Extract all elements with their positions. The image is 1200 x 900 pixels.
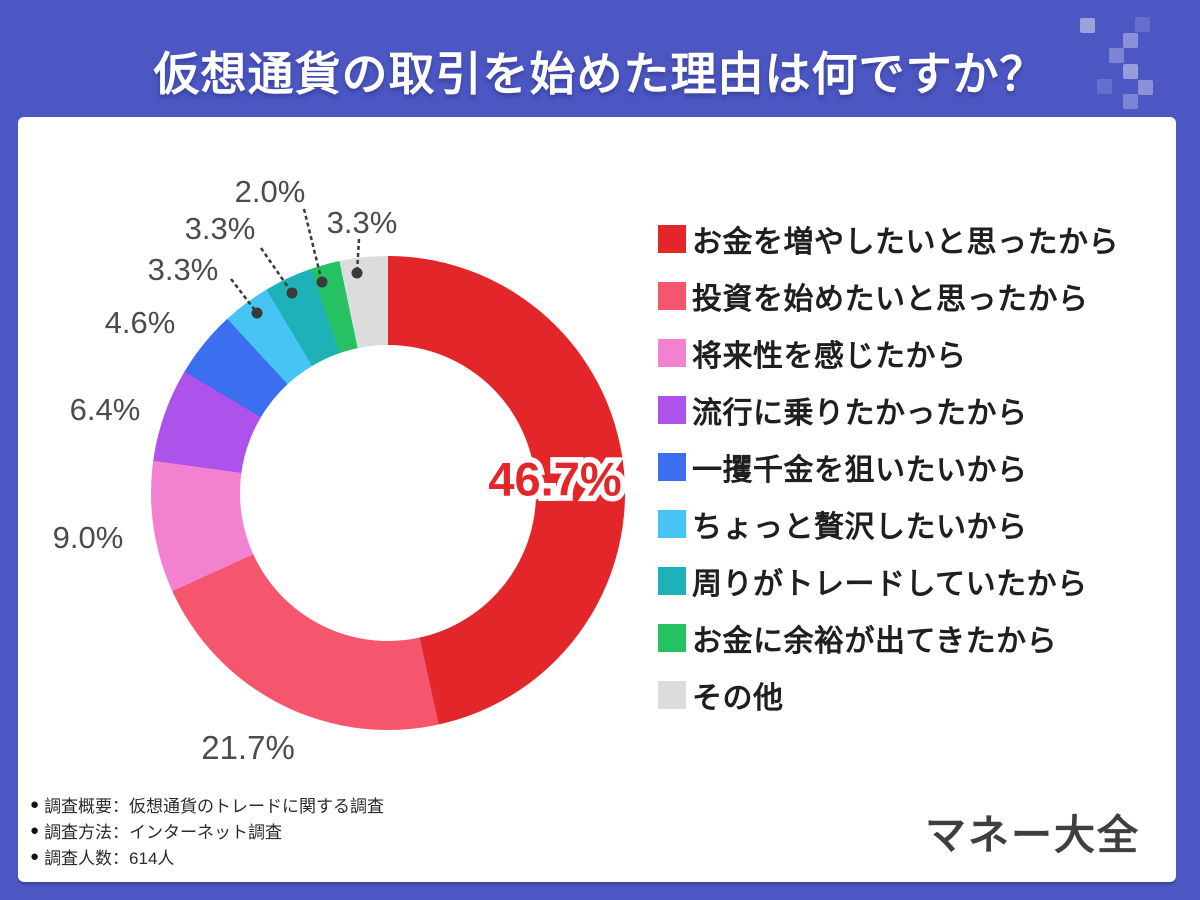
legend-swatch	[658, 396, 686, 424]
legend-label: 将来性を感じたから	[692, 340, 967, 373]
legend-swatch	[658, 339, 686, 367]
percent-label-peers: 3.3%	[184, 211, 256, 246]
donut-hole	[240, 345, 536, 641]
legend-swatch	[658, 453, 686, 481]
pixel-square	[1097, 79, 1112, 94]
percent-label-future: 9.0%	[52, 520, 124, 555]
donut-chart	[151, 256, 625, 730]
brand-logo: マネー大全	[925, 812, 1140, 858]
legend-item: 周りがトレードしていたから	[658, 564, 1119, 601]
page-title: 仮想通貨の取引を始めた理由は何ですか？	[153, 48, 1047, 100]
percent-label-trend: 6.4%	[69, 392, 141, 427]
survey-note-text: 調査概要：仮想通貨のトレードに関する調査	[44, 796, 385, 816]
legend-swatch	[658, 282, 686, 310]
legend-swatch	[658, 624, 686, 652]
legend-label: 周りがトレードしていたから	[692, 568, 1088, 601]
pixel-decoration	[1040, 0, 1200, 120]
pixel-square	[1123, 94, 1138, 109]
survey-note: ● 調査概要：仮想通貨のトレードに関する調査	[30, 791, 384, 817]
survey-note: ● 調査人数：614人	[30, 843, 384, 869]
percent-label-main: 46.7% 46.7%	[483, 447, 627, 511]
survey-note-text: 調査方法：インターネット調査	[44, 822, 283, 842]
percent-label-spare: 2.0%	[234, 174, 306, 209]
legend-label: お金を増やしたいと思ったから	[692, 226, 1119, 259]
survey-notes: ● 調査概要：仮想通貨のトレードに関する調査 ● 調査方法：インターネット調査 …	[30, 791, 384, 869]
bullet-icon: ●	[30, 795, 40, 813]
legend-label: その他	[692, 682, 784, 715]
legend-item: 一攫千金を狙いたいから	[658, 450, 1119, 487]
legend-item: 投資を始めたいと思ったから	[658, 279, 1119, 316]
legend-label: 投資を始めたいと思ったから	[692, 283, 1089, 316]
bullet-icon: ●	[30, 821, 40, 839]
legend-label: お金に余裕が出てきたから	[692, 625, 1058, 658]
legend-label: 一攫千金を狙いたいから	[692, 454, 1028, 487]
pixel-square	[1123, 64, 1138, 79]
legend-swatch	[658, 681, 686, 709]
percent-label-other: 3.3%	[326, 205, 398, 240]
legend-item: ちょっと贅沢したいから	[658, 507, 1119, 544]
percent-label-jackpot: 4.6%	[104, 305, 176, 340]
survey-note: ● 調査方法：インターネット調査	[30, 817, 384, 843]
legend-item: お金に余裕が出てきたから	[658, 621, 1119, 658]
legend-swatch	[658, 510, 686, 538]
chart-card: 21.7% 9.0% 6.4% 4.6% 3.3% 3.3% 2.0% 3.3%…	[18, 117, 1176, 882]
pixel-square	[1138, 80, 1153, 95]
pixel-square	[1109, 48, 1124, 63]
legend-swatch	[658, 567, 686, 595]
legend-item: お金を増やしたいと思ったから	[658, 222, 1119, 259]
legend-label: ちょっと贅沢したいから	[692, 511, 1028, 544]
legend: お金を増やしたいと思ったから 投資を始めたいと思ったから 将来性を感じたから 流…	[658, 222, 1119, 715]
legend-item: 流行に乗りたかったから	[658, 393, 1119, 430]
legend-item: その他	[658, 678, 1119, 715]
pixel-square	[1135, 17, 1150, 32]
percent-label-luxury: 3.3%	[147, 252, 219, 287]
pixel-square	[1123, 33, 1138, 48]
legend-label: 流行に乗りたかったから	[692, 397, 1028, 430]
bullet-icon: ●	[30, 847, 40, 865]
legend-swatch	[658, 225, 686, 253]
survey-note-text: 調査人数：614人	[44, 848, 175, 868]
legend-item: 将来性を感じたから	[658, 336, 1119, 373]
percent-label-invest: 21.7%	[201, 729, 295, 766]
pixel-square	[1080, 18, 1095, 33]
